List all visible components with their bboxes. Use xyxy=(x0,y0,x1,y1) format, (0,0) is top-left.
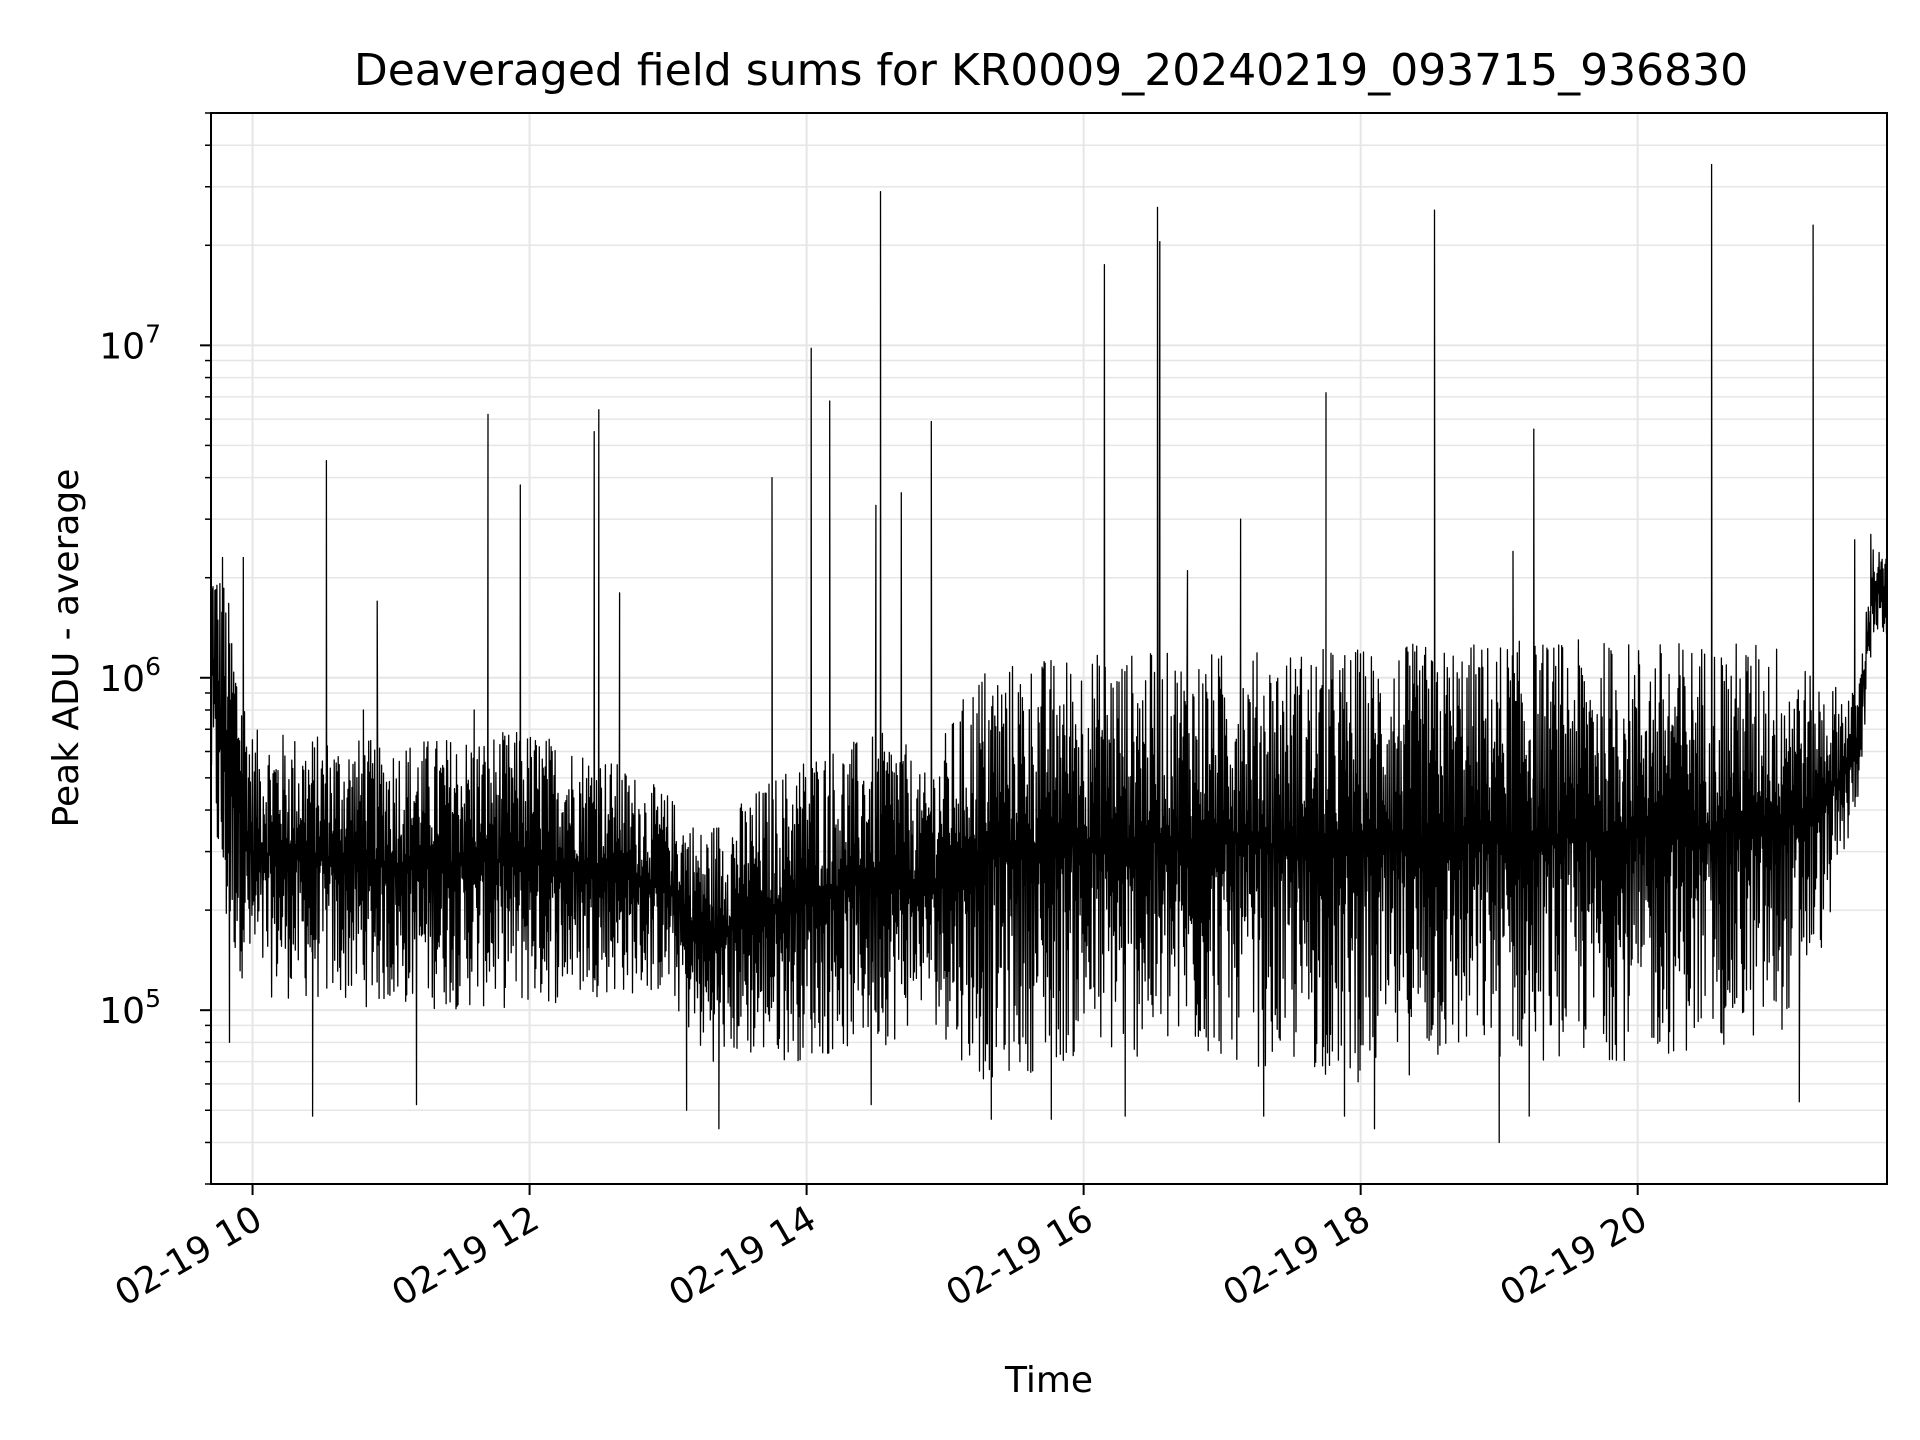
y-axis-label: Peak ADU - average xyxy=(46,469,87,828)
chart-title: Deaveraged field sums for KR0009_2024021… xyxy=(354,45,1748,96)
series-layer xyxy=(211,163,1887,1144)
y-tick-label: 106 xyxy=(99,652,161,700)
y-tick-label: 105 xyxy=(99,984,161,1032)
series-line xyxy=(211,163,1887,1144)
plot-frame xyxy=(210,112,1888,1185)
y-tick-label: 107 xyxy=(99,319,161,367)
x-axis-label: Time xyxy=(1004,1360,1093,1401)
